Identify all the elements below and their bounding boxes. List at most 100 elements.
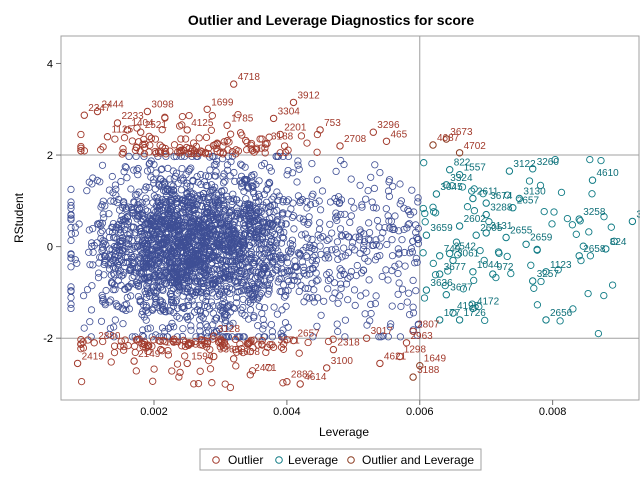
outlier-point	[236, 340, 244, 348]
normal-point	[204, 208, 212, 216]
normal-point	[204, 302, 212, 310]
normal-point	[249, 280, 257, 288]
leverage-point	[432, 190, 441, 198]
normal-point	[148, 250, 157, 258]
normal-point	[342, 280, 351, 288]
leverage-point	[628, 217, 637, 226]
outlier-point	[261, 144, 269, 152]
outlier-point	[77, 377, 86, 386]
leverage-point	[481, 316, 489, 325]
normal-point	[222, 222, 230, 230]
normal-point	[168, 319, 176, 327]
leverage-point	[470, 276, 478, 285]
normal-point	[396, 200, 404, 208]
normal-point	[220, 233, 228, 242]
outlier-point	[186, 339, 195, 347]
normal-point	[287, 248, 295, 256]
normal-point	[409, 309, 418, 317]
leverage-point	[431, 271, 440, 279]
normal-point	[404, 221, 412, 229]
normal-point	[228, 211, 236, 220]
normal-point	[119, 258, 128, 267]
normal-point	[236, 267, 244, 275]
normal-point	[184, 234, 193, 242]
normal-point	[136, 253, 144, 261]
normal-point	[75, 220, 83, 228]
normal-point	[228, 242, 237, 250]
normal-point	[363, 247, 371, 255]
leverage-point-label: 2605	[480, 223, 503, 234]
outlier-point	[77, 147, 85, 155]
outlier-point	[133, 335, 142, 344]
normal-point	[313, 322, 321, 330]
normal-point	[167, 206, 175, 214]
normal-point	[385, 192, 393, 200]
leverage-point	[442, 181, 450, 189]
normal-point	[175, 226, 183, 234]
normal-point	[213, 265, 221, 274]
normal-point	[308, 279, 316, 287]
leverage-point-label: 177	[444, 308, 461, 319]
normal-point	[133, 190, 141, 199]
normal-point	[179, 303, 187, 311]
normal-point	[228, 200, 236, 209]
normal-point	[112, 185, 120, 193]
normal-point	[396, 180, 404, 188]
normal-point	[249, 296, 257, 304]
normal-point	[323, 236, 331, 244]
leverage-point-label: 3130	[523, 187, 546, 198]
normal-point	[136, 268, 144, 276]
normal-point	[134, 292, 143, 301]
leverage-point	[429, 203, 437, 211]
normal-point	[209, 276, 217, 284]
leverage-point	[422, 286, 431, 294]
normal-point	[340, 244, 348, 252]
normal-point	[367, 173, 375, 181]
normal-point	[215, 201, 223, 209]
outlier-point-label: 2233	[122, 111, 145, 122]
normal-point	[358, 201, 366, 209]
normal-point	[110, 323, 118, 331]
leverage-point	[579, 242, 587, 250]
normal-point	[244, 315, 253, 323]
leverage-point	[602, 245, 610, 253]
leverage-point-label: 2611	[477, 187, 499, 198]
outlier-point	[221, 380, 229, 388]
normal-point	[146, 252, 155, 260]
outlier-point	[117, 337, 125, 345]
normal-point	[252, 180, 260, 189]
normal-point	[157, 217, 165, 225]
outlier-point	[265, 133, 273, 141]
normal-point	[245, 282, 253, 290]
outlier-point	[145, 132, 153, 141]
normal-point	[309, 265, 317, 273]
outlier-point	[137, 339, 146, 347]
normal-point	[156, 216, 164, 225]
outlier-point	[246, 338, 254, 346]
normal-point	[216, 291, 224, 299]
normal-point	[172, 273, 181, 281]
normal-point	[220, 186, 228, 194]
normal-point	[71, 256, 79, 264]
normal-point	[237, 210, 245, 218]
normal-point	[236, 237, 244, 245]
normal-point	[182, 272, 190, 280]
leverage-point	[529, 165, 537, 173]
outlier-point	[206, 365, 215, 373]
normal-point	[162, 228, 170, 236]
normal-point	[193, 173, 201, 181]
normal-point	[113, 302, 121, 310]
normal-point	[165, 236, 173, 244]
outlier-point	[201, 148, 209, 157]
normal-point	[288, 213, 296, 222]
normal-point	[170, 153, 178, 161]
normal-point	[167, 224, 175, 232]
normal-point	[388, 236, 396, 244]
outlier-point	[207, 126, 216, 134]
outlier-point	[172, 337, 180, 346]
normal-point	[334, 327, 342, 336]
normal-point	[147, 234, 155, 242]
normal-point	[247, 291, 255, 299]
normal-point	[112, 223, 120, 231]
outlier-point	[107, 358, 115, 366]
